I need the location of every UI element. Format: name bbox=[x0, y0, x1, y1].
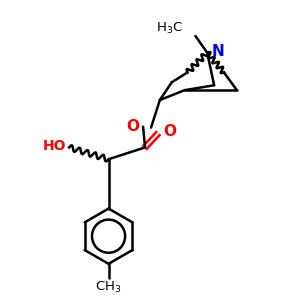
Text: HO: HO bbox=[43, 140, 66, 153]
Text: O: O bbox=[163, 124, 176, 139]
Text: O: O bbox=[127, 119, 140, 134]
Text: H$_3$C: H$_3$C bbox=[156, 20, 183, 36]
Text: CH$_3$: CH$_3$ bbox=[95, 280, 122, 295]
Text: N: N bbox=[211, 44, 224, 59]
